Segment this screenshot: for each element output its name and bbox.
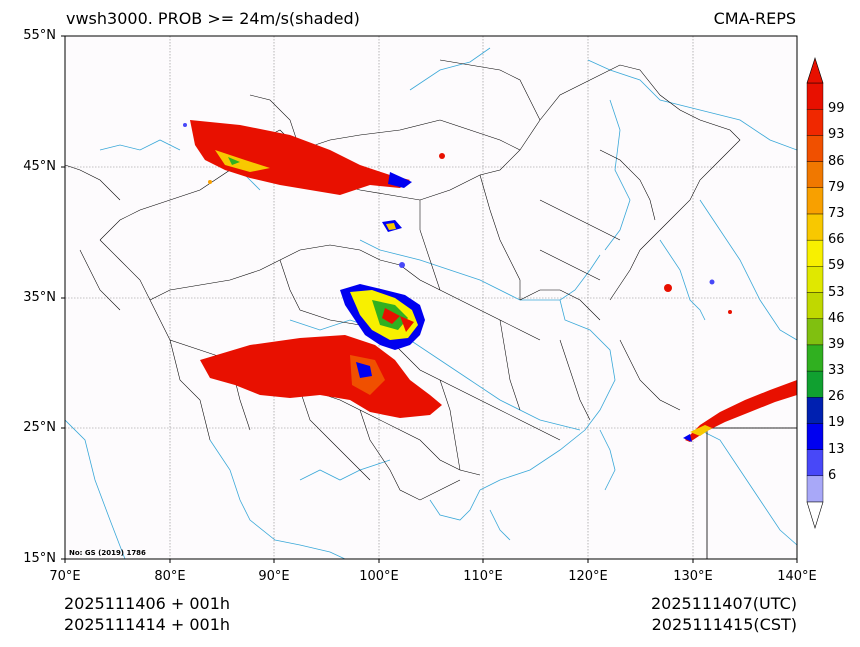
lon-label-130: 130°E xyxy=(673,569,713,584)
colorbar xyxy=(806,57,824,530)
axis-ticks xyxy=(61,35,798,563)
colorbar-bin xyxy=(806,161,824,188)
model-name: CMA-REPS xyxy=(713,9,796,28)
colorbar-label: 6 xyxy=(828,467,837,483)
colorbar-label: 66 xyxy=(828,232,845,248)
coastlines xyxy=(65,47,797,559)
valid-time-cst: 2025111415(CST) xyxy=(651,615,797,634)
shade-blob-east xyxy=(685,380,797,442)
lat-label-15: 15°N xyxy=(23,551,56,566)
colorbar-label: 73 xyxy=(828,205,845,221)
lon-label-80: 80°E xyxy=(154,569,186,584)
lon-label-70: 70°E xyxy=(49,569,81,584)
lat-label-35: 35°N xyxy=(23,290,56,305)
init-time-utc: 2025111406 + 001h xyxy=(64,594,231,613)
colorbar-bin xyxy=(806,82,824,110)
colorbar-label: 39 xyxy=(828,336,845,352)
probability-shading xyxy=(183,120,797,442)
shade-blob-northwest xyxy=(190,120,410,195)
shade-blob-southwest xyxy=(200,335,442,418)
lat-label-55: 55°N xyxy=(23,28,56,43)
map-title: vwsh3000. PROB >= 24m/s(shaded) xyxy=(66,9,360,28)
colorbar-max-arrow xyxy=(806,57,824,84)
lon-label-140: 140°E xyxy=(777,569,817,584)
colorbar-label: 99 xyxy=(828,101,845,117)
colorbar-bin xyxy=(806,135,824,162)
colorbar-bin xyxy=(806,213,824,241)
colorbar-bin xyxy=(806,475,824,503)
colorbar-label: 19 xyxy=(828,415,845,431)
lon-label-120: 120°E xyxy=(568,569,608,584)
colorbar-bin xyxy=(806,266,824,293)
colorbar-min-arrow xyxy=(806,501,824,530)
colorbar-bin xyxy=(806,292,824,319)
lon-label-90: 90°E xyxy=(258,569,290,584)
colorbar-bin xyxy=(806,449,824,477)
colorbar-label: 86 xyxy=(828,153,845,169)
lat-label-25: 25°N xyxy=(23,420,56,435)
colorbar-label: 33 xyxy=(828,363,845,379)
colorbar-bin xyxy=(806,370,824,398)
map-approval-note: No: GS (2019) 1786 xyxy=(69,549,146,557)
colorbar-label: 79 xyxy=(828,179,845,195)
colorbar-label: 46 xyxy=(828,310,845,326)
colorbar-bin xyxy=(806,239,824,267)
colorbar-label: 13 xyxy=(828,441,845,457)
colorbar-label: 26 xyxy=(828,389,845,405)
lat-label-45: 45°N xyxy=(23,159,56,174)
colorbar-bin xyxy=(806,318,824,346)
colorbar-bin xyxy=(806,187,824,215)
lon-label-100: 100°E xyxy=(359,569,399,584)
valid-time-utc: 2025111407(UTC) xyxy=(651,594,797,613)
colorbar-bin xyxy=(806,344,824,372)
inset-frame xyxy=(706,427,797,559)
lon-label-110: 110°E xyxy=(463,569,503,584)
colorbar-label: 93 xyxy=(828,127,845,143)
colorbar-label: 53 xyxy=(828,284,845,300)
map-area xyxy=(65,36,797,559)
colorbar-bin xyxy=(806,423,824,450)
gridlines xyxy=(65,36,797,559)
colorbar-bin xyxy=(806,397,824,424)
init-time-cst: 2025111414 + 001h xyxy=(64,615,231,634)
colorbar-bin xyxy=(806,108,824,136)
colorbar-label: 59 xyxy=(828,258,845,274)
